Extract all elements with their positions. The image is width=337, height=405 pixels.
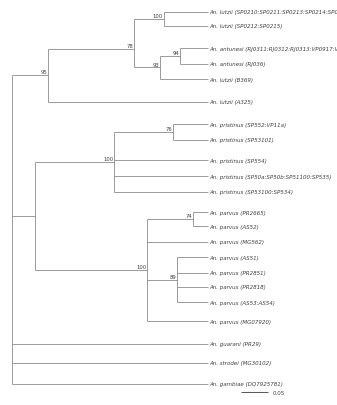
Text: An. lutzii (SP0212:SP0215): An. lutzii (SP0212:SP0215) (210, 24, 283, 29)
Text: An. antunesi (RJ036): An. antunesi (RJ036) (210, 62, 266, 67)
Text: An. parvus (PR2818): An. parvus (PR2818) (210, 285, 267, 290)
Text: An. pristinus (SP53101): An. pristinus (SP53101) (210, 138, 275, 143)
Text: 94: 94 (173, 51, 179, 56)
Text: An. pristinus (SP554): An. pristinus (SP554) (210, 159, 268, 164)
Text: An. lutzii (B369): An. lutzii (B369) (210, 77, 254, 83)
Text: An. parvus (AS53:AS54): An. parvus (AS53:AS54) (210, 300, 276, 305)
Text: 74: 74 (186, 214, 193, 219)
Text: An. parvus (MG562): An. parvus (MG562) (210, 240, 265, 245)
Text: An. parvus (PR2851): An. parvus (PR2851) (210, 271, 267, 276)
Text: An. antunesi (RJ0311:RJ0312:RJ0313:VP0917:VP11b): An. antunesi (RJ0311:RJ0312:RJ0313:VP091… (210, 47, 337, 51)
Text: 89: 89 (170, 274, 176, 279)
Text: An. lutzii (A325): An. lutzii (A325) (210, 100, 254, 105)
Text: An. pristinus (SP50a:SP50b:SP51100:SP535): An. pristinus (SP50a:SP50b:SP51100:SP535… (210, 174, 332, 179)
Text: An. parvus (AS52): An. parvus (AS52) (210, 224, 259, 229)
Text: An. pristinus (SP552:VP11a): An. pristinus (SP552:VP11a) (210, 122, 287, 127)
Text: An. lutzii (SP0210:SP0211:SP0213:SP0214:SP029): An. lutzii (SP0210:SP0211:SP0213:SP0214:… (210, 10, 337, 15)
Text: 95: 95 (40, 70, 47, 75)
Text: 93: 93 (153, 62, 160, 68)
Text: An. pristinus (SP53100:SP534): An. pristinus (SP53100:SP534) (210, 190, 294, 195)
Text: An. parvus (PR2665): An. parvus (PR2665) (210, 210, 267, 215)
Text: An. parvus (MG07920): An. parvus (MG07920) (210, 319, 272, 324)
Text: An. parvus (AS51): An. parvus (AS51) (210, 255, 259, 260)
Text: 0.05: 0.05 (273, 390, 285, 395)
Text: 100: 100 (153, 14, 163, 19)
Text: An. guarani (PR29): An. guarani (PR29) (210, 341, 262, 347)
Text: 78: 78 (126, 44, 133, 49)
Text: 100: 100 (103, 156, 113, 162)
Text: An. strodei (MG30102): An. strodei (MG30102) (210, 360, 272, 365)
Text: An. gambiae (DQ7925781): An. gambiae (DQ7925781) (210, 381, 284, 386)
Text: 100: 100 (136, 265, 146, 270)
Text: 76: 76 (166, 127, 173, 132)
